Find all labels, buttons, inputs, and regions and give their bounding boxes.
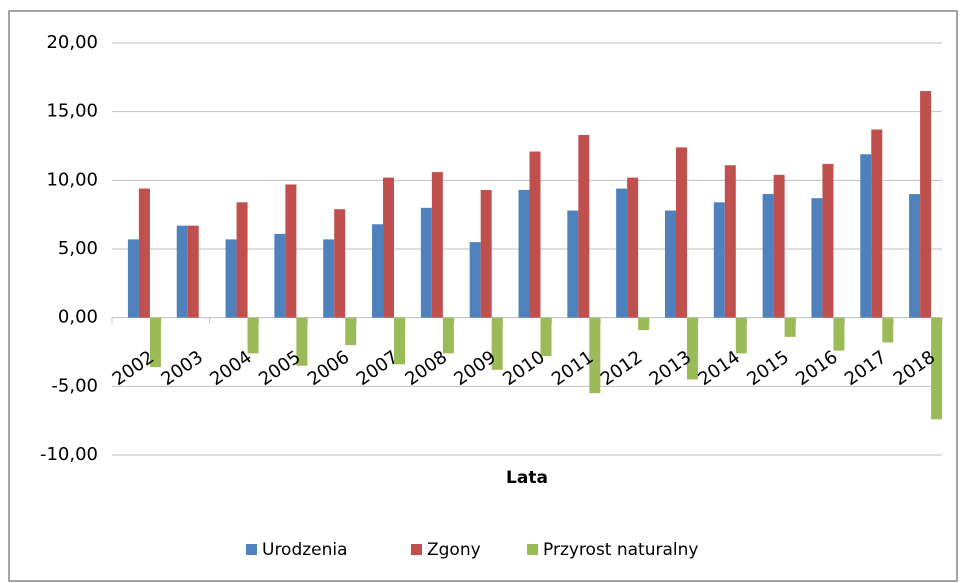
bar xyxy=(713,202,725,318)
bar xyxy=(822,163,834,318)
bar xyxy=(589,317,601,394)
y-tick-label: 10,00 xyxy=(46,169,98,190)
legend-swatch xyxy=(527,544,538,555)
bar xyxy=(127,239,139,318)
bar xyxy=(442,317,454,354)
bar xyxy=(274,233,286,318)
bar xyxy=(664,210,676,318)
bar xyxy=(784,317,796,337)
legend-label: Urodzenia xyxy=(262,540,348,560)
legend-swatch xyxy=(411,544,422,555)
bar xyxy=(833,317,845,351)
bar xyxy=(762,194,774,318)
bar xyxy=(187,225,199,318)
bar xyxy=(225,239,237,318)
y-tick-label: 0,00 xyxy=(58,307,98,328)
bar xyxy=(394,317,406,365)
bar xyxy=(323,239,335,318)
bar xyxy=(931,317,943,420)
legend-label: Zgony xyxy=(427,540,481,560)
legend-label: Przyrost naturalny xyxy=(543,540,698,560)
bar xyxy=(469,242,481,318)
y-tick-label: 15,00 xyxy=(46,101,98,122)
bar xyxy=(529,151,541,318)
bar xyxy=(920,91,932,318)
bar xyxy=(383,177,395,318)
bar xyxy=(616,188,628,318)
bar xyxy=(372,224,384,318)
bar xyxy=(627,177,639,318)
bar xyxy=(236,202,248,318)
bar xyxy=(882,317,894,343)
bar xyxy=(480,189,492,318)
bar xyxy=(345,317,357,346)
bar xyxy=(149,317,161,368)
bar xyxy=(420,207,432,318)
y-tick-label: -5,00 xyxy=(51,375,98,396)
bar xyxy=(540,317,552,357)
bar xyxy=(285,184,297,318)
bar xyxy=(176,225,188,318)
bar xyxy=(296,317,308,366)
bar xyxy=(811,198,823,318)
bar xyxy=(773,174,785,318)
bar xyxy=(334,209,346,318)
x-axis-title: Lata xyxy=(506,468,548,488)
bar xyxy=(724,165,736,318)
bar xyxy=(138,188,150,318)
bar xyxy=(247,317,259,354)
bar xyxy=(491,317,503,370)
y-tick-label: 5,00 xyxy=(58,238,98,259)
bar xyxy=(578,135,590,318)
bar xyxy=(638,317,650,331)
bar xyxy=(675,147,687,318)
bar xyxy=(909,194,921,318)
y-tick-label: 20,00 xyxy=(46,32,98,53)
bar xyxy=(518,189,530,318)
bar xyxy=(871,129,883,318)
legend-swatch xyxy=(246,544,257,555)
bar xyxy=(735,317,747,354)
y-tick-label: -10,00 xyxy=(40,444,98,465)
bar xyxy=(431,172,443,318)
bar xyxy=(860,154,872,318)
bar xyxy=(567,210,579,318)
bar xyxy=(686,317,698,380)
